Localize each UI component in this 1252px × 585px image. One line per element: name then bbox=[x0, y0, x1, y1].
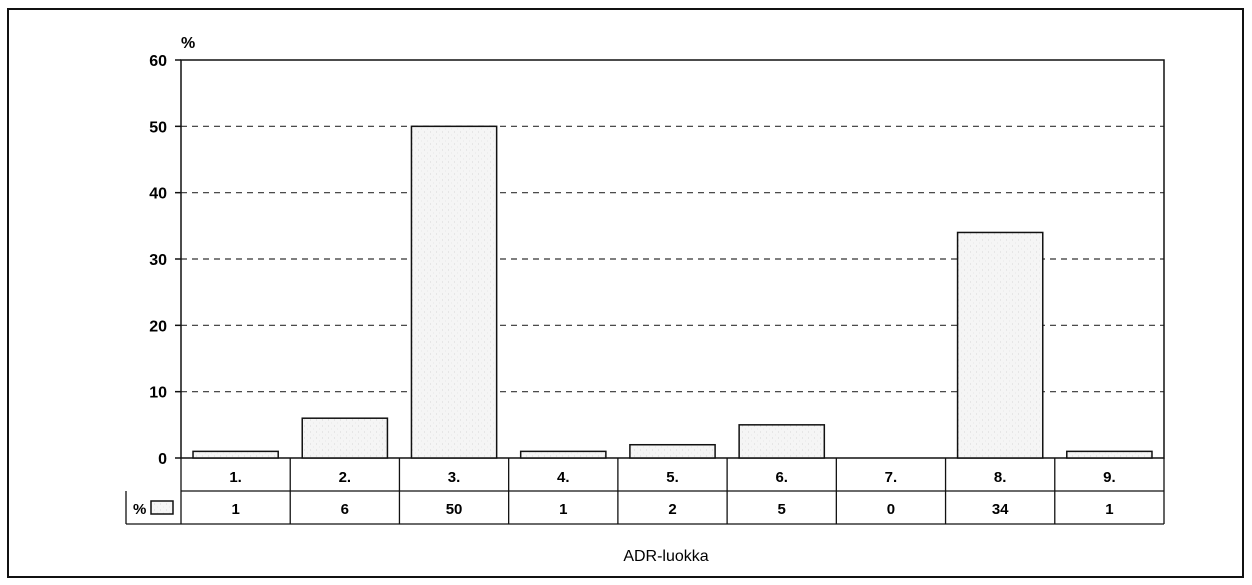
data-table: 1. 2. 3. 4. 5. 6. 7. 8. 9.1 6 50 1 2 5 0 34 1% bbox=[125, 458, 1165, 525]
bars bbox=[192, 125, 1153, 459]
legend-key bbox=[150, 500, 174, 515]
y-axis-unit-label: % bbox=[181, 35, 195, 52]
category-label: 5. bbox=[666, 469, 679, 486]
category-label: 4. bbox=[557, 469, 570, 486]
data-table-value: 1 bbox=[231, 501, 239, 518]
bar-6 bbox=[738, 424, 826, 459]
category-label: 1. bbox=[229, 469, 242, 486]
bar-5 bbox=[629, 443, 716, 459]
bar-1 bbox=[192, 450, 279, 459]
data-table-value: 0 bbox=[887, 501, 895, 518]
chart-frame: % 0 10 20 30 40 50 60 1. 2. 3. 4. 5. 6. 7. 8. 9. 1 6 50 1 2… bbox=[7, 8, 1244, 578]
bar-2 bbox=[301, 417, 389, 459]
category-label: 9. bbox=[1103, 469, 1116, 486]
category-label: 3. bbox=[448, 469, 461, 486]
y-tick-label: 30 bbox=[149, 252, 167, 269]
data-table-value: 2 bbox=[668, 501, 676, 518]
category-label: 7. bbox=[885, 469, 898, 486]
data-table-value: 34 bbox=[992, 501, 1009, 518]
bar-9 bbox=[1066, 450, 1153, 459]
category-label: 8. bbox=[994, 469, 1007, 486]
y-axis-ticks: 0 10 20 30 40 50 60 bbox=[149, 53, 181, 468]
data-table-value: 1 bbox=[559, 501, 567, 518]
y-tick-label: 50 bbox=[149, 119, 167, 136]
x-axis-title: ADR-luokka bbox=[623, 548, 708, 565]
y-tick-label: 60 bbox=[149, 53, 167, 70]
y-tick-label: 20 bbox=[149, 318, 167, 335]
category-label: 6. bbox=[775, 469, 788, 486]
bar-8 bbox=[956, 231, 1044, 459]
y-tick-label: 0 bbox=[158, 451, 167, 468]
category-label: 2. bbox=[339, 469, 352, 486]
y-tick-label: 10 bbox=[149, 385, 167, 402]
data-table-value: 50 bbox=[446, 501, 463, 518]
data-table-value: 6 bbox=[341, 501, 349, 518]
data-table-value: 5 bbox=[778, 501, 786, 518]
data-table-row-label: % bbox=[133, 501, 146, 518]
y-tick-label: 40 bbox=[149, 186, 167, 203]
data-table-value: 1 bbox=[1105, 501, 1113, 518]
bar-3 bbox=[410, 125, 498, 459]
bar-4 bbox=[519, 450, 607, 459]
